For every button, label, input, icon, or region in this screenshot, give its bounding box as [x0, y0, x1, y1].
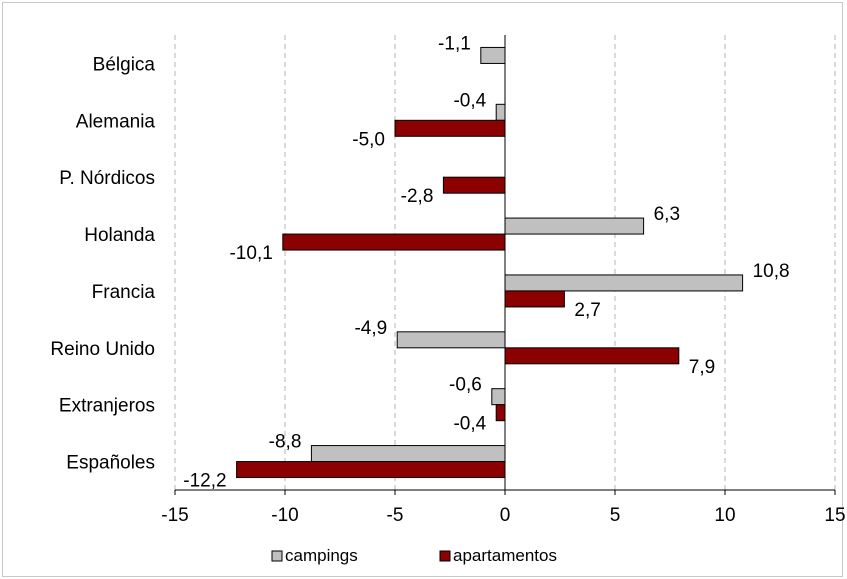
x-tick-label: 15: [824, 505, 845, 526]
campings-bar: [310, 445, 506, 463]
campings-bar: [504, 217, 645, 235]
campings-data-label: -8,8: [269, 432, 302, 453]
bars: [236, 46, 744, 479]
category-label: Reino Unido: [50, 339, 155, 360]
campings-bar: [495, 103, 506, 121]
apartamentos-data-label: 7,9: [689, 357, 715, 378]
campings-bar: [504, 274, 744, 292]
apartamentos-bar: [282, 233, 506, 251]
apartamentos-bar: [504, 290, 565, 308]
apartamentos-data-label: -5,0: [352, 129, 385, 150]
campings-data-label: 10,8: [753, 261, 790, 282]
category-label: Extranjeros: [59, 396, 155, 417]
apartamentos-bar: [236, 461, 506, 479]
x-tick-label: -10: [271, 505, 298, 526]
campings-legend-swatch: [271, 550, 283, 562]
campings-bar: [480, 46, 506, 64]
campings-bar: [491, 388, 506, 406]
apartamentos-legend-label: apartamentos: [453, 546, 557, 565]
apartamentos-bar: [495, 404, 506, 422]
labels: Bélgica Alemania P. Nórdicos Holanda Francia…: [50, 33, 789, 491]
x-tick-label: 0: [500, 505, 511, 526]
campings-legend-label: campings: [285, 546, 358, 565]
x-tick-label: -5: [387, 505, 404, 526]
campings-data-label: -1,1: [438, 33, 471, 54]
category-label: Holanda: [84, 225, 155, 246]
x-tick-label: 10: [714, 505, 735, 526]
axes: -15 -10 -5 0 5 10 15: [161, 35, 846, 526]
x-tick-label: 5: [610, 505, 621, 526]
legend: campings apartamentos: [271, 546, 557, 565]
campings-bar: [396, 331, 506, 349]
apartamentos-bar: [394, 119, 506, 137]
campings-data-label: -0,4: [453, 90, 486, 111]
apartamentos-legend-swatch: [439, 550, 451, 562]
apartamentos-bar: [504, 347, 680, 365]
apartamentos-data-label: -0,4: [453, 414, 486, 435]
apartamentos-data-label: -12,2: [183, 471, 226, 492]
campings-data-label: -0,6: [449, 375, 482, 396]
campings-data-label: -4,9: [354, 318, 387, 339]
category-label: Francia: [92, 282, 156, 303]
apartamentos-bar: [442, 176, 506, 194]
gridlines: [174, 35, 836, 490]
apartamentos-data-label: -2,8: [401, 186, 434, 207]
apartamentos-data-label: -10,1: [229, 243, 272, 264]
campings-data-label: 6,3: [654, 204, 680, 225]
category-label: P. Nórdicos: [59, 168, 155, 189]
category-label: Españoles: [66, 453, 155, 474]
category-label: Bélgica: [93, 54, 156, 75]
apartamentos-data-label: 2,7: [574, 300, 600, 321]
x-tick-label: -15: [161, 505, 188, 526]
category-label: Alemania: [76, 111, 156, 132]
